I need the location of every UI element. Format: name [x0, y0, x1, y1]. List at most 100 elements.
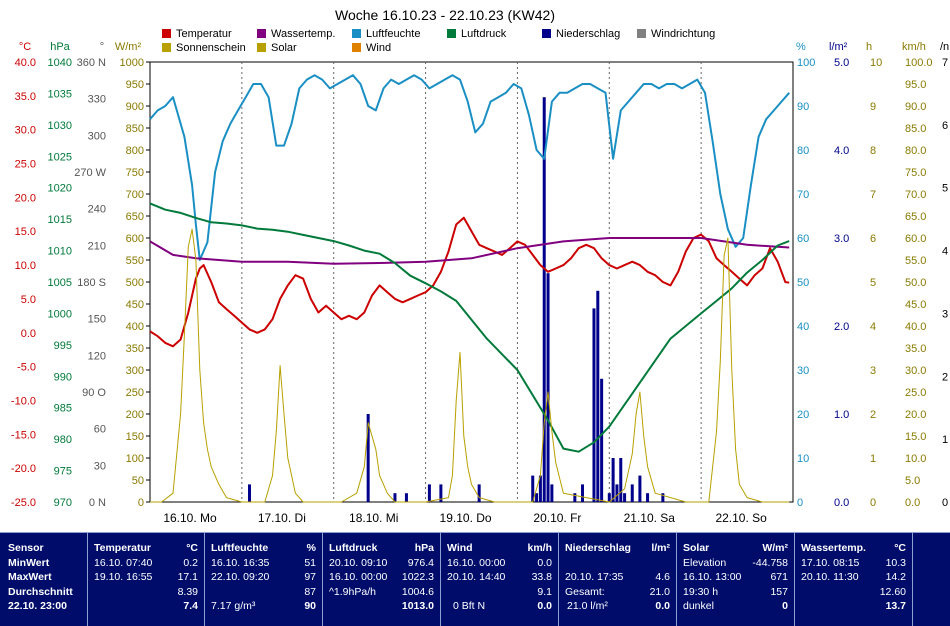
legend-label-0: Temperatur: [176, 28, 232, 40]
temp-axis-tick-5: 15.0: [15, 226, 36, 238]
temp-axis-tick-8: 0.0: [21, 328, 36, 340]
wind-axis-tick-5: 75.0: [905, 167, 926, 179]
rain-bar: [542, 97, 546, 502]
solar-current-state: dunkel: [683, 600, 714, 613]
rain-axis-unit: l/m²: [829, 41, 848, 53]
temp-axis-tick-12: -20.0: [11, 463, 36, 475]
hum-current-abs: 7.17 g/m³: [211, 600, 256, 613]
row-label-avg: Durchschnitt: [8, 585, 73, 598]
winddir-axis-tick-4: 240: [88, 204, 106, 216]
pressure-axis-tick-8: 1000: [48, 308, 72, 320]
sun-axis-tick-2: 8: [870, 145, 876, 157]
rain-bar: [550, 484, 554, 502]
header-wind: Wind: [447, 542, 473, 554]
solar-axis-tick-16: 200: [126, 409, 144, 421]
wind-axis-tick-11: 45.0: [905, 299, 926, 311]
wind-current-bft: 0 Bft N: [453, 600, 486, 613]
solar-axis-tick-13: 350: [126, 343, 144, 355]
rain-bar: [592, 308, 596, 502]
temp-axis-tick-7: 5.0: [21, 294, 36, 306]
solar-axis-tick-17: 150: [126, 431, 144, 443]
col-rain: Niederschlag l/m² 20.10. 17:35 4.6 Gesamt:…: [559, 533, 677, 626]
press-current-value: 1013.0: [401, 600, 434, 613]
rain-axis-tick-1: 4.0: [834, 145, 849, 157]
hum-min-value: 51: [304, 556, 316, 569]
rain-bar: [611, 458, 615, 502]
sun-axis-tick-9: 1: [870, 453, 876, 465]
winddir-axis-tick-10: 60: [94, 424, 106, 436]
pressure-axis-tick-9: 995: [54, 340, 72, 352]
legend-label-2: Luftfeuchte: [366, 28, 420, 40]
temp-axis-tick-4: 20.0: [15, 192, 36, 204]
wind-axis-tick-0: 100.0: [905, 57, 933, 69]
wind-axis-tick-7: 65.0: [905, 211, 926, 223]
rain-axis-tick-2: 3.0: [834, 233, 849, 245]
x-label-day-0: 16.10. Mo: [163, 511, 217, 525]
rain-total-value: 21.0: [649, 585, 670, 598]
legend-swatch-5: [637, 29, 646, 38]
col-watertemp: Wassertemp. °C 17.10. 08:15 10.3 20.10. 11…: [795, 533, 913, 626]
legend-swatch-7: [257, 43, 266, 52]
rain-bar: [538, 475, 542, 502]
rain-bar: [619, 458, 623, 502]
hum-min-time: 16.10. 16:35: [211, 556, 270, 569]
rain-bars: [248, 97, 665, 502]
wind-max-time: 20.10. 14:40: [447, 571, 506, 584]
pressure-axis-tick-1: 1035: [48, 88, 72, 100]
series-line-wassertemp: [149, 237, 790, 265]
legend-label-6: Sonnenschein: [176, 42, 246, 54]
rain-bar: [623, 493, 627, 502]
legend-swatch-0: [162, 29, 171, 38]
wind-axis-tick-9: 55.0: [905, 255, 926, 267]
pressure-axis-tick-13: 975: [54, 466, 72, 478]
wind-axis-tick-3: 85.0: [905, 123, 926, 135]
humidity-axis-tick-0: 100: [797, 57, 815, 69]
wind-min-time: 16.10. 00:00: [447, 556, 506, 569]
press-trend: ^1.9hPa/h: [329, 585, 376, 598]
rain-bar: [393, 493, 397, 502]
rain-bar: [439, 484, 443, 502]
header-sensor: Sensor: [8, 542, 44, 554]
rain-axis-tick-5: 0.0: [834, 497, 849, 509]
x-label-day-3: 19.10. Do: [440, 511, 492, 525]
temp-max-time: 19.10. 16:55: [94, 571, 153, 584]
pressure-axis-tick-2: 1030: [48, 120, 72, 132]
humidity-axis-tick-1: 90: [797, 101, 809, 113]
temp-min-value: 0.2: [183, 556, 198, 569]
header-watertemp-unit: °C: [894, 542, 906, 554]
winddir-axis-tick-9: 90 O: [82, 387, 106, 399]
sun-axis-tick-0: 10: [870, 57, 882, 69]
solar-axis-tick-10: 500: [126, 277, 144, 289]
row-label-current: 22.10. 23:00: [8, 600, 67, 613]
wind-axis-tick-17: 15.0: [905, 431, 926, 443]
extra-axis-tick-5: 2: [942, 371, 948, 383]
rain-bar: [477, 484, 481, 502]
hum-max-value: 97: [304, 571, 316, 584]
extra-axis-tick-7: 0: [942, 497, 948, 509]
pressure-axis-tick-3: 1025: [48, 151, 72, 163]
wind-axis-tick-19: 5.0: [905, 475, 920, 487]
winddir-axis-tick-2: 300: [88, 130, 106, 142]
series-lines: [149, 74, 790, 503]
legend-swatch-1: [257, 29, 266, 38]
humidity-axis-tick-2: 80: [797, 145, 809, 157]
extra-axis-tick-2: 5: [942, 183, 948, 195]
wind-axis-tick-20: 0.0: [905, 497, 920, 509]
humidity-axis-tick-7: 30: [797, 365, 809, 377]
temp-axis-unit: °C: [19, 41, 31, 53]
solar-axis-tick-3: 850: [126, 123, 144, 135]
pressure-axis-tick-6: 1010: [48, 246, 72, 258]
solar-sunshine-hours: 19:30 h: [683, 585, 719, 598]
col-solar: Solar W/m² Elevation -44.758 16.10. 13:00 6…: [677, 533, 795, 626]
water-min-value: 10.3: [885, 556, 906, 569]
axes: °C40.035.030.025.020.015.010.05.00.0-5.0…: [11, 41, 949, 509]
solar-axis-tick-12: 400: [126, 321, 144, 333]
solar-axis-tick-14: 300: [126, 365, 144, 377]
rain-axis-tick-0: 5.0: [834, 57, 849, 69]
solar-axis-unit: W/m²: [115, 41, 142, 53]
rain-bar: [615, 484, 619, 502]
col-humidity: Luftfeuchte% 16.10. 16:35 51 22.10. 09:20…: [205, 533, 323, 626]
solar-axis-tick-15: 250: [126, 387, 144, 399]
col-temperature: Temperatur °C 16.10. 07:40 0.2 19.10. 16:5…: [88, 533, 205, 626]
rain-bar: [531, 475, 535, 502]
